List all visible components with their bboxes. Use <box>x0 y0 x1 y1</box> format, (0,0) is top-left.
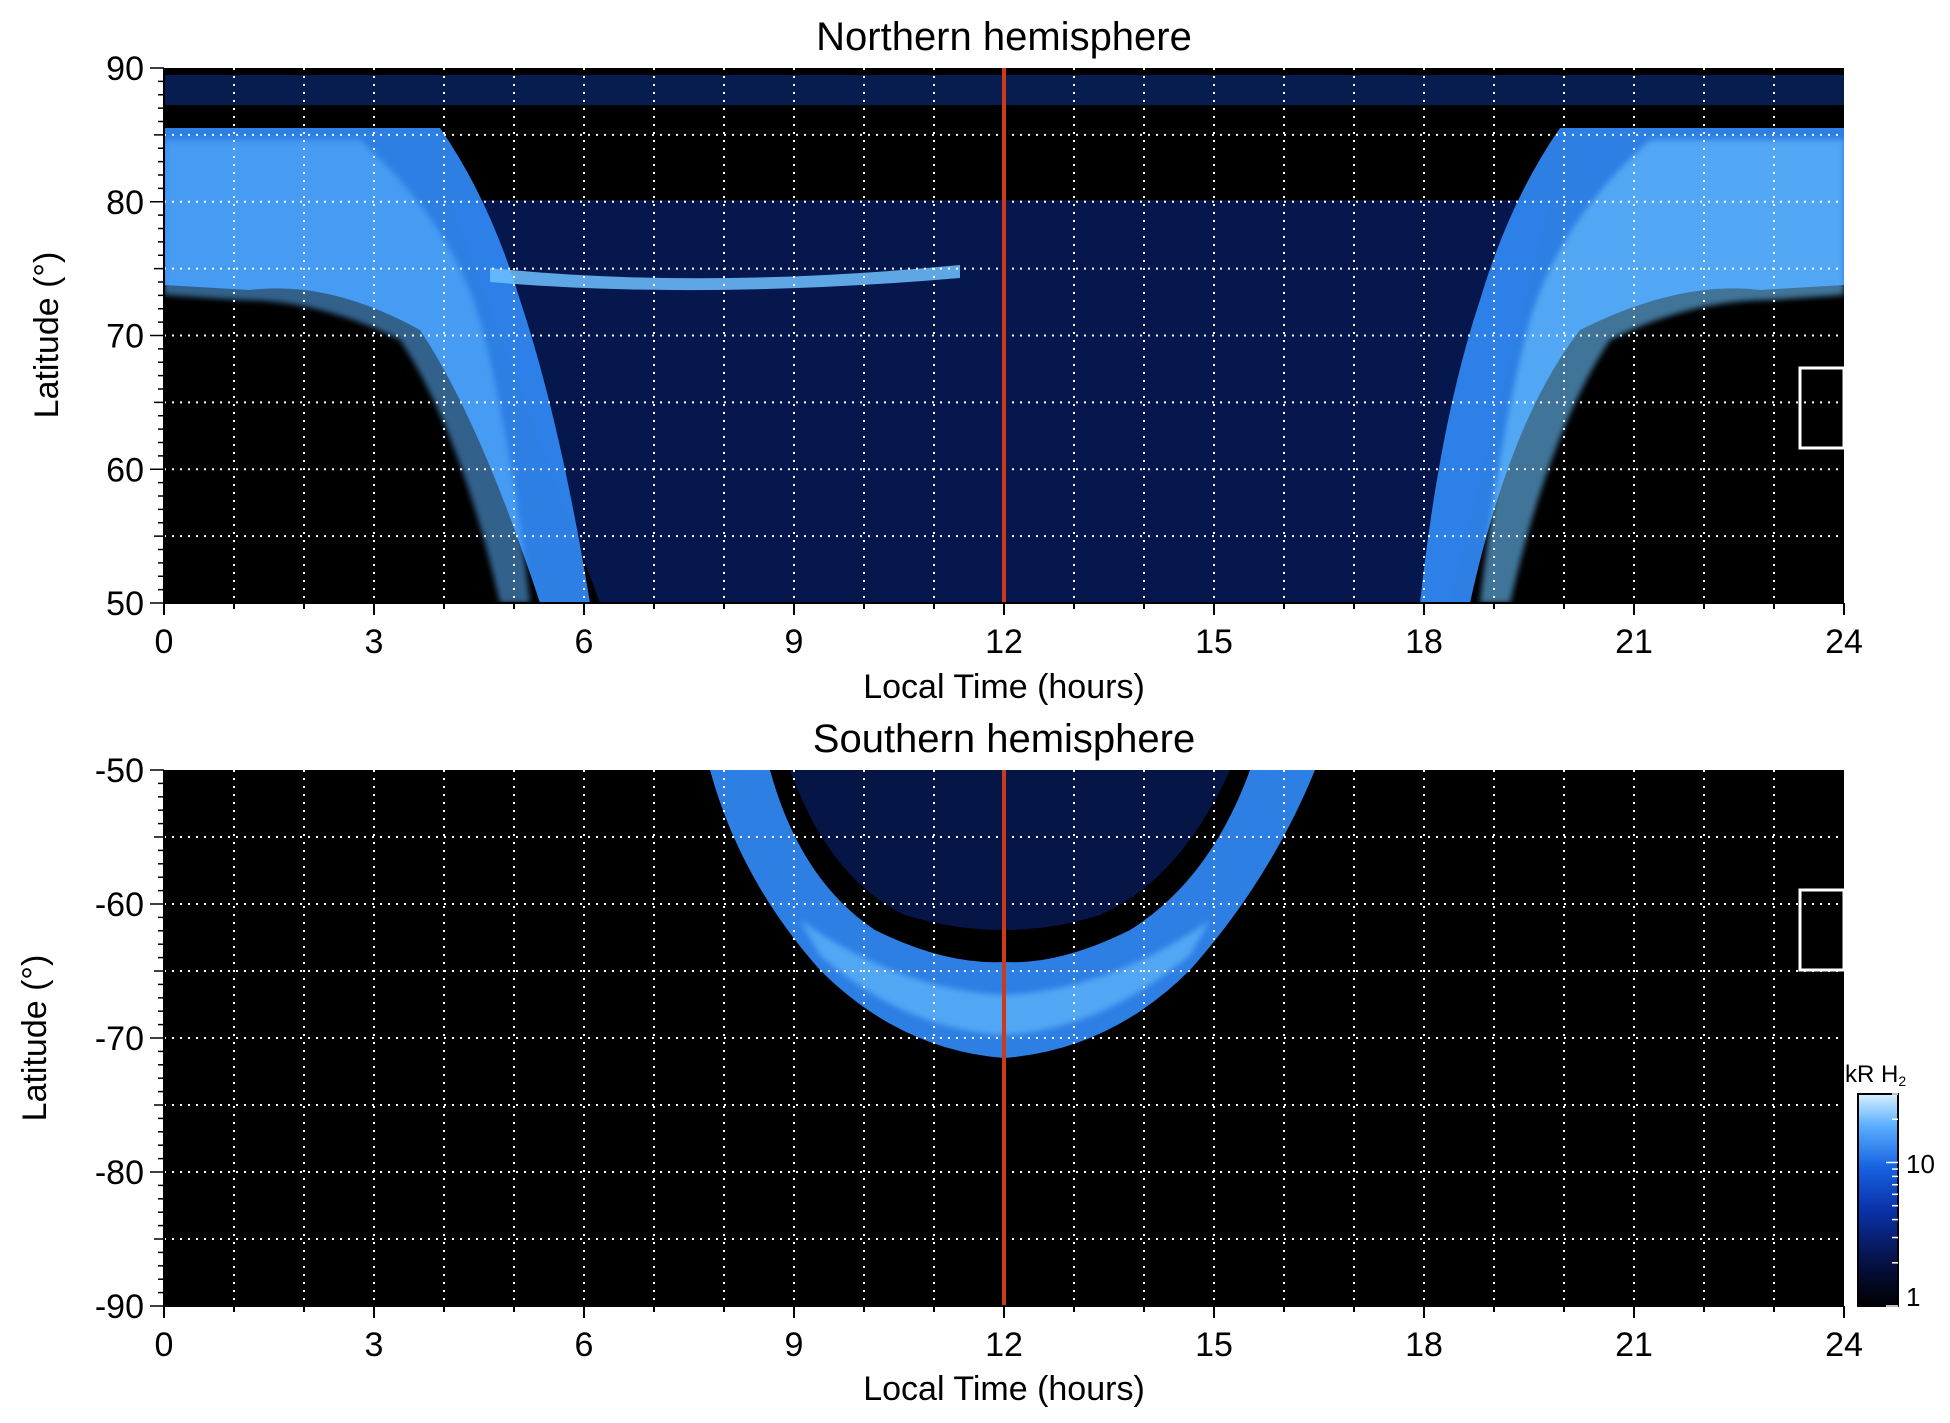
north-title: Northern hemisphere <box>816 15 1192 59</box>
south-ytick-label: -90 <box>95 1288 144 1326</box>
south-title: Southern hemisphere <box>813 717 1195 761</box>
north-grid <box>164 68 1844 603</box>
south-ylabel: Latitude (°) <box>16 955 54 1122</box>
south-xtick-label: 6 <box>575 1326 594 1364</box>
north-xtick-label: 21 <box>1615 623 1653 661</box>
south-xtick-label: 24 <box>1825 1326 1863 1364</box>
colorbar: kR H2 10 1 <box>1845 1061 1935 1312</box>
north-xtick-label: 24 <box>1825 623 1863 661</box>
north-ytick-label: 90 <box>106 50 144 88</box>
north-ytick-label: 80 <box>106 184 144 222</box>
south-xtick-label: 0 <box>155 1326 174 1364</box>
north-dusk-oval-inner <box>1480 140 1844 603</box>
south-xtick-label: 9 <box>785 1326 804 1364</box>
north-marker-box <box>1798 366 1846 450</box>
north-ylabel: Latitude (°) <box>28 252 66 419</box>
north-xtick-label: 3 <box>365 623 384 661</box>
colorbar-tick-10: 10 <box>1906 1149 1935 1179</box>
north-ytick-label: 60 <box>106 451 144 489</box>
south-oval-inner <box>800 920 1210 1035</box>
north-ytick-label: 70 <box>106 318 144 356</box>
north-ytick-label: 50 <box>106 585 144 623</box>
colorbar-bar <box>1857 1093 1899 1307</box>
colorbar-ticks <box>1886 1093 1898 1307</box>
south-xtick-label: 18 <box>1405 1326 1443 1364</box>
north-axes: 0 3 6 9 12 15 18 21 24 50 60 70 80 90 <box>106 50 1863 661</box>
south-xtick-label: 15 <box>1195 1326 1233 1364</box>
colorbar-tick-1: 1 <box>1906 1282 1920 1312</box>
north-xtick-label: 9 <box>785 623 804 661</box>
south-marker-box <box>1798 888 1846 972</box>
north-xtick-label: 15 <box>1195 623 1233 661</box>
colorbar-label-sub: 2 <box>1898 1073 1906 1089</box>
northern-panel: Northern hemisphere 0 3 6 9 12 15 18 21 24 50 60 70… <box>28 15 1863 706</box>
north-dawn-arc <box>490 265 960 291</box>
north-xtick-label: 6 <box>575 623 594 661</box>
south-ytick-label: -50 <box>95 752 144 790</box>
south-xlabel: Local Time (hours) <box>863 1370 1145 1408</box>
south-xtick-label: 12 <box>985 1326 1023 1364</box>
south-ytick-label: -70 <box>95 1020 144 1058</box>
north-xtick-label: 18 <box>1405 623 1443 661</box>
colorbar-label-main: kR H <box>1845 1061 1898 1088</box>
north-dawn-oval-inner <box>164 140 530 603</box>
south-aurora-image <box>710 770 1315 1058</box>
north-xtick-label: 12 <box>985 623 1023 661</box>
north-polar-cap <box>450 200 1550 603</box>
south-axes: 0 3 6 9 12 15 18 21 24 -50 -60 -70 -80 -90 <box>95 752 1863 1364</box>
north-xtick-label: 0 <box>155 623 174 661</box>
south-polar-cap <box>790 770 1230 930</box>
south-xtick-label: 3 <box>365 1326 384 1364</box>
north-xlabel: Local Time (hours) <box>863 668 1145 706</box>
south-ytick-label: -60 <box>95 886 144 924</box>
colorbar-label: kR H2 <box>1845 1061 1906 1089</box>
southern-panel: Southern hemisphere 0 3 6 9 12 15 18 21 24 -50 -60… <box>16 717 1863 1408</box>
south-ytick-label: -80 <box>95 1154 144 1192</box>
south-xtick-label: 21 <box>1615 1326 1653 1364</box>
